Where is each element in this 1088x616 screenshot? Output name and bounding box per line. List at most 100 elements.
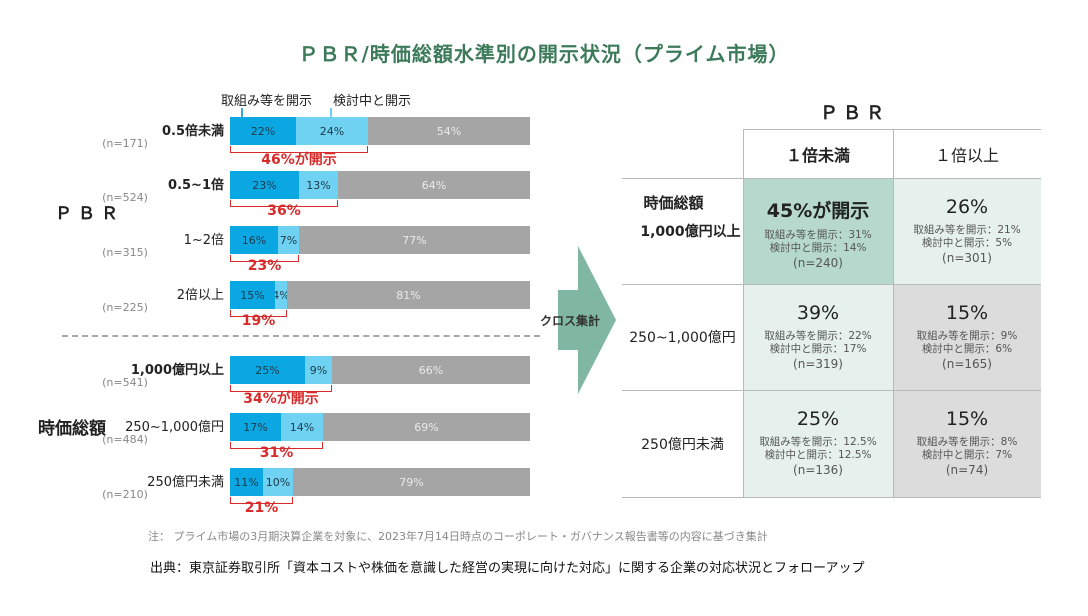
bar-row: 16% 7% 77%: [230, 226, 530, 254]
bar-segment-other: 64%: [338, 171, 530, 199]
matrix-cell-considering: 検討中と開示：12.5%: [764, 449, 872, 461]
bar-segment-considering: 4%: [275, 281, 287, 309]
row-label: 0.5倍未満: [161, 124, 224, 139]
bar-segment-disclosed: 17%: [230, 413, 281, 441]
total-disclosed-label: 21%: [244, 500, 279, 516]
bar-segment-other: 66%: [332, 356, 530, 384]
total-disclosed-label: 31%: [259, 445, 294, 461]
matrix-grid-line: [622, 390, 1041, 391]
row-label: 1,000億円以上: [130, 363, 224, 378]
matrix-cell-total: 26%: [945, 196, 989, 218]
matrix-cell-considering: 検討中と開示：7%: [921, 449, 1013, 461]
matrix-cell-total: 45%が開示: [766, 200, 870, 222]
matrix-cell-disclosed: 取組み等を開示：22%: [764, 330, 872, 342]
matrix-cell-total: 15%: [945, 302, 989, 324]
row-label: 250億円未満: [147, 475, 224, 490]
row-sample-size: (n=541): [102, 376, 148, 389]
bar-segment-other: 77%: [299, 226, 530, 254]
matrix-cell-total: 15%: [945, 408, 989, 430]
total-disclosed-label: 46%が開示: [261, 152, 337, 168]
matrix-cell-disclosed: 取組み等を開示：12.5%: [759, 436, 877, 448]
matrix-cell-considering: 検討中と開示：14%: [769, 242, 867, 254]
bar-segment-disclosed: 11%: [230, 468, 263, 496]
bar-segment-disclosed: 15%: [230, 281, 275, 309]
matrix-grid-line: [743, 129, 744, 497]
bar-segment-other: 54%: [368, 117, 530, 145]
total-bracket: [230, 255, 299, 262]
total-bracket: [230, 385, 332, 392]
group-divider: [62, 335, 540, 337]
matrix-row-group-label: 時価総額: [643, 194, 704, 212]
legend-disclosed-pointer: [241, 108, 243, 118]
bar-segment-considering: 14%: [281, 413, 323, 441]
bar-segment-other: 79%: [293, 468, 530, 496]
matrix-cell-considering: 検討中と開示：5%: [921, 237, 1013, 249]
matrix-cell-n: (n=240): [793, 256, 843, 270]
bar-segment-other: 81%: [287, 281, 530, 309]
total-bracket: [230, 200, 338, 207]
matrix-cell-n: (n=165): [942, 357, 992, 371]
bar-row: 17% 14% 69%: [230, 413, 530, 441]
bar-segment-other: 69%: [323, 413, 530, 441]
row-sample-size: (n=315): [102, 246, 148, 259]
matrix-cell-considering: 検討中と開示：6%: [921, 343, 1013, 355]
total-bracket: [230, 310, 287, 317]
matrix-cell-disclosed: 取組み等を開示：21%: [913, 224, 1021, 236]
bar-row: 25% 9% 66%: [230, 356, 530, 384]
matrix-row-header: 1,000億円以上: [640, 224, 741, 240]
cross-tab-arrow-icon: [558, 246, 616, 394]
matrix-cell-n: (n=319): [793, 357, 843, 371]
matrix-cell-disclosed: 取組み等を開示：31%: [764, 229, 872, 241]
total-disclosed-label: 36%: [267, 203, 301, 219]
matrix-cell: 39% 取組み等を開示：22% 検討中と開示：17% (n=319): [743, 284, 893, 390]
bar-segment-disclosed: 22%: [230, 117, 296, 145]
cross-tab-label: クロス集計: [540, 314, 601, 328]
total-bracket: [230, 497, 293, 504]
bar-segment-disclosed: 16%: [230, 226, 278, 254]
matrix-cell: 25% 取組み等を開示：12.5% 検討中と開示：12.5% (n=136): [743, 390, 893, 497]
matrix-cell-n: (n=136): [793, 463, 843, 477]
matrix-col-header: １倍以上: [934, 145, 999, 165]
legend-considering: 検討中と開示: [333, 94, 412, 109]
matrix-cell-total: 39%: [796, 302, 840, 324]
matrix-cell-disclosed: 取組み等を開示：8%: [916, 436, 1018, 448]
matrix-grid-line: [622, 497, 1041, 498]
row-label: 1~2倍: [183, 233, 224, 248]
matrix-grid-line: [622, 178, 1041, 179]
row-sample-size: (n=225): [102, 301, 148, 314]
matrix-grid-line: [893, 129, 894, 497]
matrix-cell-total: 25%: [796, 408, 840, 430]
matrix-row-header: 250億円未満: [641, 436, 724, 453]
matrix-cell: 15% 取組み等を開示：9% 検討中と開示：6% (n=165): [893, 284, 1041, 390]
bar-segment-considering: 9%: [305, 356, 332, 384]
bar-segment-considering: 10%: [263, 468, 293, 496]
row-label: 0.5~1倍: [168, 178, 224, 193]
matrix-cell-disclosed: 取組み等を開示：9%: [916, 330, 1018, 342]
row-sample-size: (n=210): [102, 488, 148, 501]
total-bracket: [230, 442, 323, 449]
bar-row: 15%4%81%: [230, 281, 530, 309]
group-label-market-cap: 時価総額: [38, 419, 106, 439]
total-disclosed-label: 34%が開示: [243, 391, 319, 407]
total-disclosed-label: 19%: [241, 313, 276, 329]
bar-segment-considering: 7%: [278, 226, 299, 254]
row-sample-size: (n=524): [102, 191, 148, 204]
total-disclosed-label: 23%: [247, 258, 282, 274]
bar-segment-disclosed: 23%: [230, 171, 299, 199]
bar-segment-considering: 24%: [296, 117, 368, 145]
bar-segment-disclosed: 25%: [230, 356, 305, 384]
matrix-title: ＰＢＲ: [820, 103, 889, 124]
matrix-cell: 26% 取組み等を開示：21% 検討中と開示：5% (n=301): [893, 178, 1041, 284]
matrix-row-header: 250~1,000億円: [629, 330, 736, 346]
row-sample-size: (n=171): [102, 137, 148, 150]
matrix-cell-considering: 検討中と開示：17%: [769, 343, 867, 355]
bar-row: 22% 24% 54%: [230, 117, 530, 145]
matrix-cell: 45%が開示取組み等を開示：31% 検討中と開示：14% (n=240): [743, 178, 893, 284]
matrix-col-header: １倍未満: [785, 145, 850, 165]
legend-disclosed: 取組み等を開示: [221, 94, 313, 109]
group-label-pbr: ＰＢＲ: [55, 204, 124, 224]
bar-row: 11% 10% 79%: [230, 468, 530, 496]
page-title: ＰＢＲ/時価総額水準別の開示状況（プライム市場）: [298, 42, 790, 66]
row-label: 2倍以上: [176, 288, 224, 303]
matrix-grid-line: [622, 284, 1041, 285]
